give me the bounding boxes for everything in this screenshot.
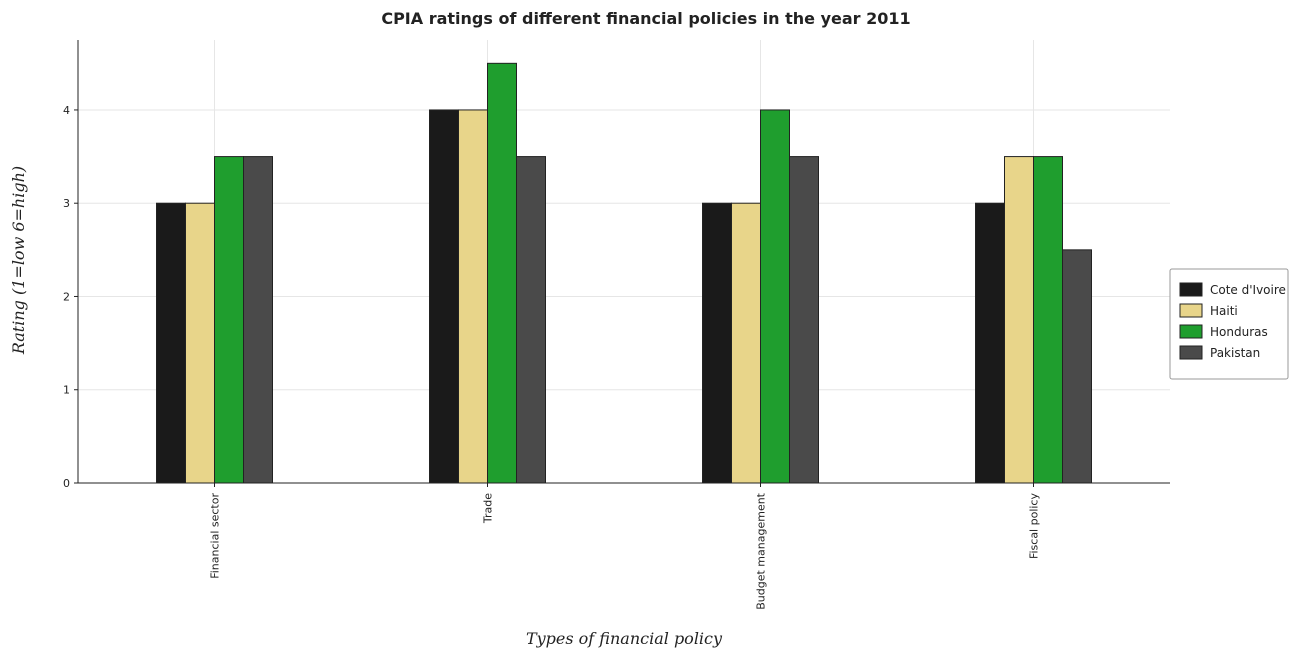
legend-swatch [1179, 282, 1203, 297]
y-tick-label: 4 [63, 104, 70, 117]
bar-pakistan-budget-management [789, 156, 819, 484]
axes: 0 1 2 3 4 Financial sector Trade Budget managem… [63, 40, 1170, 610]
legend-entry-label: Honduras [1210, 325, 1268, 339]
bar-honduras-trade [487, 62, 517, 484]
bar-cote-d-ivoire-trade [429, 109, 459, 484]
bar-honduras-financial-sector [214, 156, 244, 484]
x-tick-label: Budget management [755, 492, 768, 609]
bar-haiti-budget-management [731, 202, 761, 484]
x-axis-label: Types of financial policy [526, 629, 723, 648]
legend-swatch [1179, 324, 1203, 339]
bar-pakistan-fiscal-policy [1062, 249, 1092, 484]
chart-title: CPIA ratings of different financial poli… [381, 9, 910, 28]
y-tick-label: 1 [63, 384, 70, 397]
bar-cote-d-ivoire-budget-management [702, 202, 732, 484]
y-tick-label: 0 [63, 477, 70, 490]
x-tick-label: Trade [482, 493, 495, 524]
bar-haiti-financial-sector [185, 202, 215, 484]
legend: Cote d'Ivoire Haiti Honduras Pakistan [1169, 268, 1289, 380]
bar-honduras-budget-management [760, 109, 790, 484]
y-tick-label: 2 [63, 290, 70, 303]
bar-cote-d-ivoire-fiscal-policy [975, 202, 1005, 484]
bar-honduras-fiscal-policy [1033, 156, 1063, 484]
x-tick-label: Financial sector [209, 493, 222, 579]
y-axis-label: Rating (1=low 6=high) [9, 166, 28, 355]
legend-entry-label: Haiti [1210, 304, 1238, 318]
bar-pakistan-financial-sector [243, 156, 273, 484]
legend-entry-label: Cote d'Ivoire [1210, 283, 1286, 297]
bar-cote-d-ivoire-financial-sector [156, 202, 186, 484]
legend-entry-label: Pakistan [1210, 346, 1260, 360]
bar-haiti-fiscal-policy [1004, 156, 1034, 484]
bar-haiti-trade [458, 109, 488, 484]
bar-pakistan-trade [516, 156, 546, 484]
y-tick-label: 3 [63, 197, 70, 210]
legend-swatch [1179, 345, 1203, 360]
x-tick-label: Fiscal policy [1028, 493, 1041, 560]
bars [156, 62, 1092, 484]
legend-swatch [1179, 303, 1203, 318]
